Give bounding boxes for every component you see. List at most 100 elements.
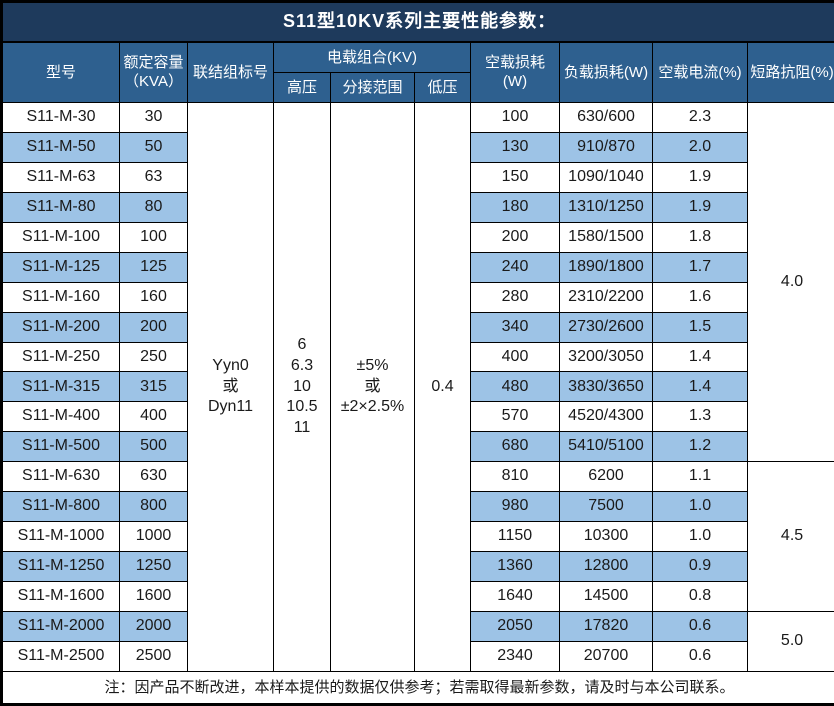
load-loss-cell: 1310/1250 (559, 191, 653, 223)
no-load-current-cell: 1.0 (652, 521, 748, 553)
model-cell: S11-M-630 (2, 461, 120, 493)
col-header-no-load-current: 空载电流(%) (652, 41, 748, 103)
no-load-current-cell: 1.2 (652, 431, 748, 463)
model-cell: S11-M-63 (2, 161, 120, 193)
table-row: S11-M-100 100 200 1580/1500 1.8 (2, 221, 834, 253)
no-load-loss-cell: 680 (470, 431, 560, 463)
table-row: S11-M-80 80 180 1310/1250 1.9 (2, 191, 834, 223)
capacity-cell: 1250 (119, 551, 188, 582)
tap-range-cell: ±5% 或 ±2×2.5% (330, 102, 415, 672)
no-load-loss-cell: 200 (470, 221, 560, 253)
no-load-loss-cell: 810 (470, 461, 560, 493)
col-header-capacity: 额定容量 （KVA） (119, 41, 188, 103)
model-cell: S11-M-250 (2, 341, 120, 373)
no-load-current-cell: 1.3 (652, 401, 748, 433)
table-row: S11-M-125 125 240 1890/1800 1.7 (2, 251, 834, 283)
capacity-cell: 30 (119, 102, 188, 133)
model-cell: S11-M-1250 (2, 551, 120, 582)
col-header-model: 型号 (2, 41, 120, 103)
load-loss-cell: 10300 (559, 521, 653, 553)
capacity-cell: 200 (119, 311, 188, 343)
table-row: S11-M-30 30 Yyn0 或 Dyn11 6 6.3 10 10.5 11 ±5% 或 ±2×2… (2, 101, 834, 672)
col-header-voltage-group: 电载组合(KV) (273, 41, 471, 73)
table-row: S11-M-2000 2000 2050 17820 0.6 5.0 (2, 610, 834, 673)
no-load-loss-cell: 130 (470, 131, 560, 163)
table-row: S11-M-200 200 340 2730/2600 1.5 (2, 311, 834, 343)
no-load-current-cell: 0.6 (652, 640, 748, 673)
load-loss-cell: 20700 (559, 640, 653, 673)
capacity-cell: 500 (119, 431, 188, 463)
col-header-connection: 联结组标号 (187, 41, 274, 103)
title-row: S11型10KV系列主要性能参数： (1, 2, 834, 43)
no-load-loss-cell: 400 (470, 341, 560, 373)
table-row: S11-M-315 315 480 3830/3650 1.4 (2, 371, 834, 403)
no-load-current-cell: 1.7 (652, 251, 748, 283)
no-load-loss-cell: 100 (470, 102, 560, 133)
capacity-cell: 1000 (119, 521, 188, 553)
no-load-current-cell: 1.9 (652, 191, 748, 223)
table-row: S11-M-63 63 150 1090/1040 1.9 (2, 161, 834, 193)
load-loss-cell: 910/870 (559, 131, 653, 163)
no-load-current-cell: 2.3 (652, 102, 748, 133)
model-cell: S11-M-80 (2, 191, 120, 223)
capacity-cell: 400 (119, 401, 188, 433)
model-cell: S11-M-160 (2, 281, 120, 313)
capacity-cell: 2500 (119, 640, 188, 673)
no-load-loss-cell: 980 (470, 491, 560, 523)
col-header-tap-range: 分接范围 (330, 72, 415, 103)
capacity-cell: 80 (119, 191, 188, 223)
no-load-loss-cell: 1360 (470, 551, 560, 582)
no-load-loss-cell: 570 (470, 401, 560, 433)
table-row: S11-M-1250 1250 1360 12800 0.9 (2, 551, 834, 582)
load-loss-cell: 6200 (559, 461, 653, 493)
model-cell: S11-M-2000 (2, 610, 120, 642)
no-load-loss-cell: 2050 (470, 610, 560, 642)
table-row: S11-M-1600 1600 1640 14500 0.8 (2, 581, 834, 612)
table-row: S11-M-160 160 280 2310/2200 1.6 (2, 281, 834, 313)
table-row: S11-M-800 800 980 7500 1.0 (2, 491, 834, 523)
no-load-loss-cell: 480 (470, 371, 560, 403)
model-cell: S11-M-30 (2, 102, 120, 133)
note-row: 注：因产品不断改进，本样本提供的数据仅供参考；若需取得最新参数，请及时与本公司联… (1, 671, 834, 704)
col-header-load-loss: 负载损耗(W) (559, 41, 653, 103)
col-header-lv: 低压 (414, 72, 471, 103)
no-load-loss-cell: 240 (470, 251, 560, 283)
no-load-current-cell: 0.6 (652, 610, 748, 642)
model-cell: S11-M-50 (2, 131, 120, 163)
col-header-impedance: 短路抗阻(%) (746, 41, 834, 103)
impedance-cell: 4.5 (746, 461, 834, 612)
model-cell: S11-M-1000 (2, 521, 120, 553)
header-row-sub: 高压 分接范围 低压 (3, 72, 834, 103)
capacity-cell: 125 (119, 251, 188, 283)
load-loss-cell: 3830/3650 (559, 371, 653, 403)
load-loss-cell: 17820 (559, 610, 653, 642)
load-loss-cell: 5410/5100 (559, 431, 653, 463)
table-row: S11-M-50 50 130 910/870 2.0 (2, 131, 834, 163)
load-loss-cell: 2310/2200 (559, 281, 653, 313)
no-load-current-cell: 1.8 (652, 221, 748, 253)
model-cell: S11-M-315 (2, 371, 120, 403)
load-loss-cell: 1580/1500 (559, 221, 653, 253)
model-cell: S11-M-800 (2, 491, 120, 523)
no-load-current-cell: 1.0 (652, 491, 748, 523)
no-load-loss-cell: 1150 (470, 521, 560, 553)
load-loss-cell: 3200/3050 (559, 341, 653, 373)
capacity-cell: 50 (119, 131, 188, 163)
table-row: S11-M-2500 2500 2340 20700 0.6 (2, 640, 834, 673)
no-load-loss-cell: 1640 (470, 581, 560, 612)
col-header-no-load-loss: 空载损耗(W) (470, 41, 560, 103)
no-load-loss-cell: 340 (470, 311, 560, 343)
col-header-capacity-line2: （KVA） (124, 73, 183, 91)
no-load-current-cell: 2.0 (652, 131, 748, 163)
load-loss-cell: 1890/1800 (559, 251, 653, 283)
capacity-cell: 160 (119, 281, 188, 313)
hv-cell: 6 6.3 10 10.5 11 (273, 102, 331, 672)
no-load-loss-cell: 280 (470, 281, 560, 313)
table-row: S11-M-400 400 570 4520/4300 1.3 (2, 401, 834, 433)
no-load-current-cell: 1.1 (652, 461, 748, 493)
model-cell: S11-M-200 (2, 311, 120, 343)
lv-cell: 0.4 (414, 102, 471, 672)
impedance-cell: 5.0 (746, 610, 834, 673)
load-loss-cell: 630/600 (559, 102, 653, 133)
